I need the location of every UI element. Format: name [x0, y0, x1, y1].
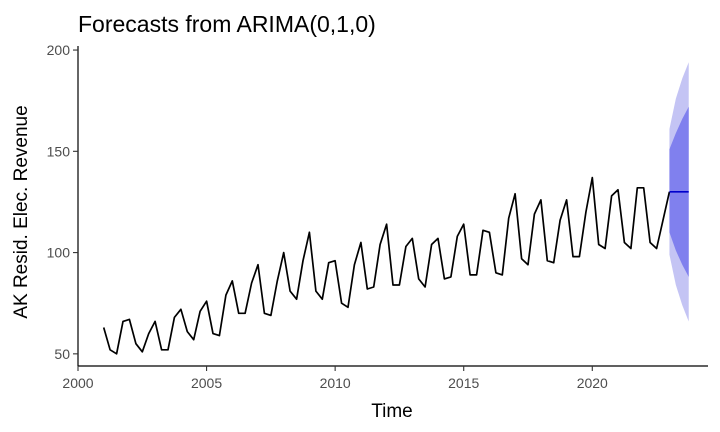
- x-tick-label: 2010: [320, 375, 351, 391]
- x-tick-label: 2005: [191, 375, 222, 391]
- x-tick-label: 2015: [448, 375, 479, 391]
- y-tick-label: 100: [47, 245, 71, 261]
- x-axis-title: Time: [371, 401, 413, 422]
- y-tick-label: 50: [54, 346, 70, 362]
- plot-area: [102, 62, 689, 355]
- chart-title: Forecasts from ARIMA(0,1,0): [78, 11, 376, 37]
- history-series-line: [102, 176, 671, 355]
- x-tick-label: 2000: [62, 375, 93, 391]
- y-axis-title: AK Resid. Elec. Revenue: [11, 105, 32, 318]
- axes: 2000 2005 2010 2015 2020 50 100 150 200: [47, 42, 708, 391]
- y-tick-label: 150: [47, 143, 71, 159]
- y-tick-label: 200: [47, 42, 71, 58]
- x-tick-label: 2020: [577, 375, 608, 391]
